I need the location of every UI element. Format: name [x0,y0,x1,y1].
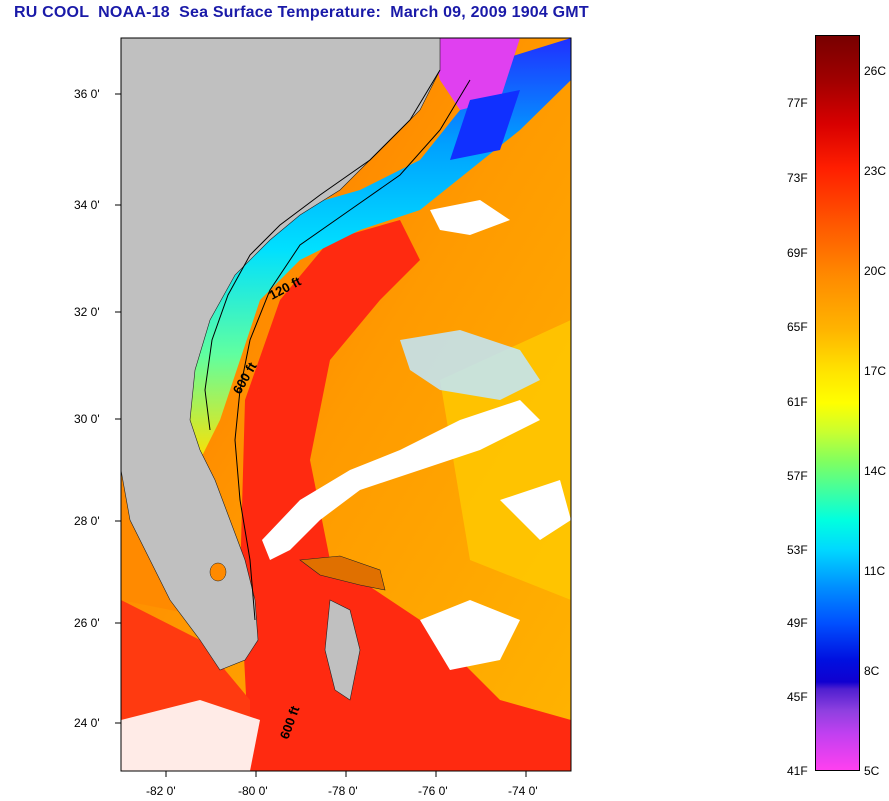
bahamas-andros [324,599,361,701]
longitude-axis: -82 0' -80 0' -78 0' -76 0' -74 0' [146,784,538,798]
bahamas-bank [299,555,386,591]
cloud-patch-south [121,700,260,771]
cold-water-north [430,38,520,110]
colorbar-f-label: 41F [787,764,808,778]
colorbar-c-label: 14C [864,464,887,478]
contour-600ft [234,79,471,621]
lat-label: 30 0' [74,412,100,426]
lat-label: 32 0' [74,305,100,319]
lat-label: 24 0' [74,716,100,730]
colorbar-c-label: 8C [864,664,880,678]
colorbar-c-label: 23C [864,164,887,178]
colorbar-c-label: 5C [864,764,880,778]
lake-okeechobee [209,562,227,582]
colorbar-f-label: 65F [787,320,808,334]
colorbar-f-label: 57F [787,469,808,483]
lat-label: 36 0' [74,87,100,101]
colorbar-f-label: 53F [787,543,808,557]
page-title: RU COOL NOAA-18 Sea Surface Temperature:… [14,4,589,21]
lat-label: 34 0' [74,198,100,212]
lat-label: 26 0' [74,616,100,630]
lon-label: -74 0' [508,784,538,798]
cloud-patch-2 [400,330,540,400]
latitude-axis: 36 0' 34 0' 32 0' 30 0' 28 0' 26 0' 24 0… [74,87,100,730]
colorbar-c-label: 26C [864,64,887,78]
cloud-patch-1 [430,200,510,235]
cold-water-shelf [450,90,520,160]
colorbar-f-label: 77F [787,96,808,110]
cloud-patch-4 [500,480,571,540]
colorbar-f-label: 45F [787,690,808,704]
contour-120ft [204,69,441,431]
colorbar-c-label: 17C [864,364,887,378]
colorbar-f-label: 73F [787,171,808,185]
cloud-patch-3 [420,600,520,670]
lon-label: -76 0' [418,784,448,798]
colorbar-f-label: 61F [787,395,808,409]
colorbar-c-label: 11C [864,564,886,578]
cloud-band-1 [262,400,540,560]
lon-label: -78 0' [328,784,358,798]
lon-label: -80 0' [238,784,268,798]
colorbar-c-label: 20C [864,264,887,278]
lat-label: 28 0' [74,514,100,528]
lon-label: -82 0' [146,784,176,798]
colorbar-f-label: 49F [787,616,808,630]
colorbar-f-label: 69F [787,246,808,260]
temperature-colorbar [815,35,860,771]
gulfstream [240,220,571,771]
